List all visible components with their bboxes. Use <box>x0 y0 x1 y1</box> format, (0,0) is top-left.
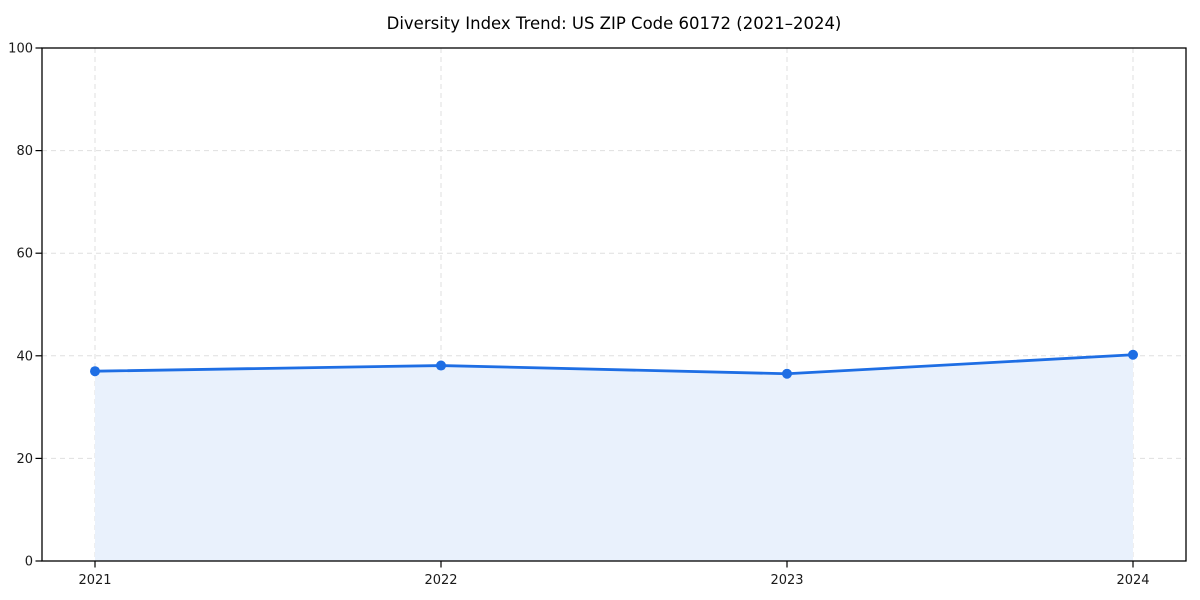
data-point-2024 <box>1128 349 1138 360</box>
y-tick-label: 0 <box>25 555 33 570</box>
y-tick-label: 40 <box>16 349 33 364</box>
x-tick-label: 2022 <box>424 573 457 588</box>
data-point-2023 <box>782 368 792 379</box>
area-fill <box>95 354 1133 561</box>
series-layer <box>90 349 1138 561</box>
y-tick-label: 100 <box>8 42 33 57</box>
y-tick-label: 20 <box>16 452 33 467</box>
x-tick-label: 2023 <box>770 573 803 588</box>
axis-layer: 0 20 40 60 80 100 2021 2022 2023 2024 <box>8 42 1187 588</box>
data-point-2022 <box>436 360 446 371</box>
y-tick-label: 60 <box>16 247 33 262</box>
plot-border <box>41 47 1187 562</box>
data-point-2021 <box>90 366 100 377</box>
x-tick-label: 2021 <box>78 573 111 588</box>
trend-line <box>93 353 1135 376</box>
x-tick-label: 2024 <box>1116 573 1149 588</box>
y-tick-label: 80 <box>16 144 33 159</box>
chart-title: Diversity Index Trend: US ZIP Code 60172… <box>387 14 842 33</box>
